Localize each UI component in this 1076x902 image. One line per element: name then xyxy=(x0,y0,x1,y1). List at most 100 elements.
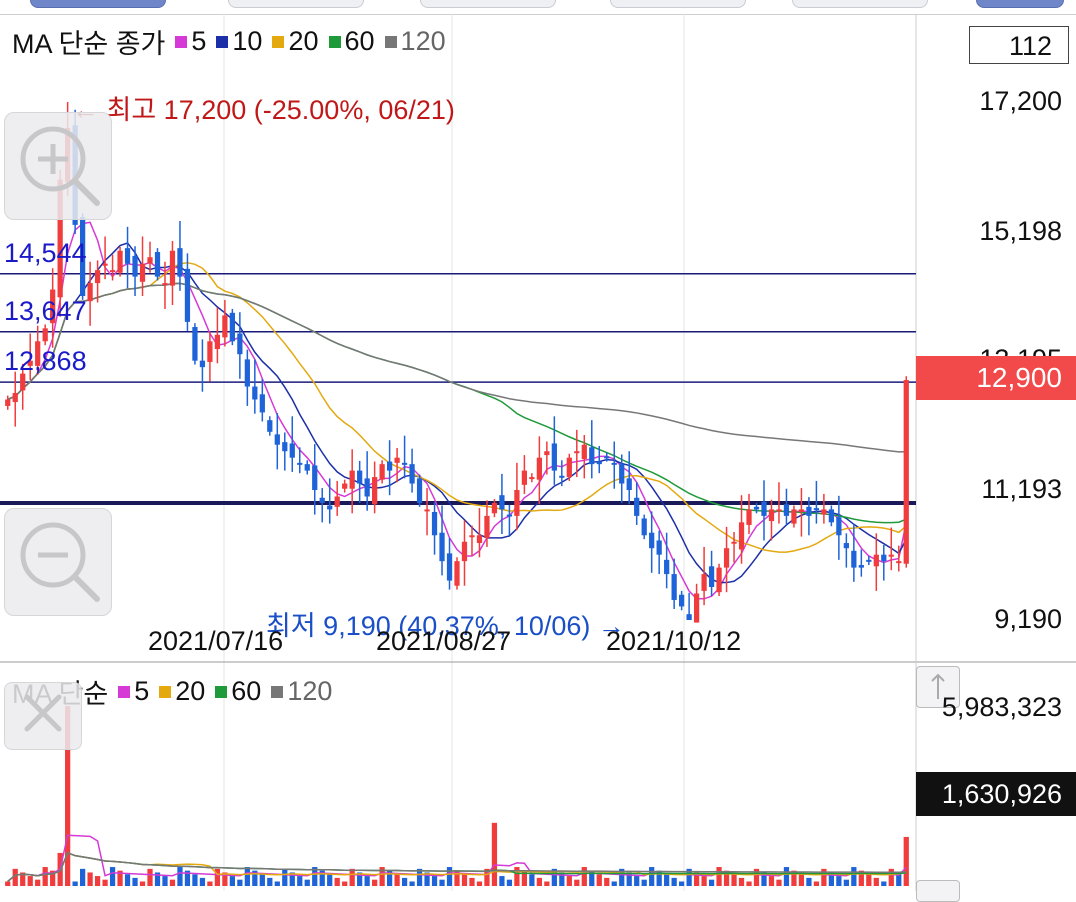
volume-bar xyxy=(214,868,221,886)
candle xyxy=(828,505,835,527)
vma20-swatch xyxy=(159,685,172,698)
volume-bar xyxy=(102,879,108,886)
panel-resize-handle-bottom[interactable] xyxy=(916,880,960,902)
hline-label-1[interactable]: 14,544 xyxy=(4,238,87,268)
candle xyxy=(12,371,18,427)
candle-body xyxy=(386,461,393,471)
candle-body xyxy=(783,504,790,516)
period-count-box[interactable]: 112 xyxy=(969,26,1069,64)
candle xyxy=(214,307,221,364)
volume-bar xyxy=(274,881,280,886)
ma120-swatch xyxy=(384,35,397,48)
candle xyxy=(379,460,385,484)
volume-bar xyxy=(783,867,790,886)
hline-label-3[interactable]: 12,868 xyxy=(4,346,87,376)
ma60-label: 60 xyxy=(344,26,375,56)
candle-body xyxy=(5,399,11,406)
candle xyxy=(401,435,408,479)
candle-body xyxy=(289,443,295,458)
volume-bar xyxy=(619,868,625,886)
candle xyxy=(896,545,902,572)
volume-bar xyxy=(461,874,468,886)
candle-body xyxy=(566,457,572,478)
candle xyxy=(484,500,490,547)
candle xyxy=(274,413,280,470)
candle-body xyxy=(229,312,235,342)
ma60-line xyxy=(7,282,907,524)
candle xyxy=(701,546,707,606)
volume-bar xyxy=(649,867,655,886)
volume-bar xyxy=(664,874,670,886)
zoom-in-button[interactable] xyxy=(4,112,112,220)
price-ma-legend: MA 단순 종가 5 10 20 60 120 xyxy=(12,22,446,61)
volume-bar xyxy=(342,881,348,886)
candle-body xyxy=(828,509,835,523)
candle xyxy=(267,416,273,436)
candle-body xyxy=(888,554,894,557)
vma120-line xyxy=(7,851,907,883)
ma20-swatch xyxy=(272,35,285,48)
volume-bar xyxy=(634,876,640,886)
volume-bar xyxy=(544,881,550,886)
volume-bar xyxy=(881,881,887,886)
close-indicator-button[interactable] xyxy=(4,682,82,750)
candle xyxy=(761,480,767,541)
candle-body xyxy=(634,497,640,516)
candle-body xyxy=(813,508,820,511)
candle-body xyxy=(738,522,745,550)
volume-bar xyxy=(514,867,520,886)
volume-bar xyxy=(693,872,700,886)
candle xyxy=(469,525,475,556)
candle-body xyxy=(574,451,580,454)
candle xyxy=(94,260,101,303)
volume-bar xyxy=(147,868,153,886)
candle xyxy=(431,502,438,555)
volume-bar xyxy=(499,876,505,886)
candle-body xyxy=(94,270,101,284)
candle-body xyxy=(476,535,483,544)
zoom-out-button[interactable] xyxy=(4,508,112,616)
volume-bar xyxy=(888,868,894,886)
x-date-2: 2021/08/27 xyxy=(376,626,512,656)
candle xyxy=(491,499,498,518)
current-volume-badge: 1,630,926 xyxy=(916,772,1076,816)
candle xyxy=(169,241,176,306)
volume-bar xyxy=(154,872,161,886)
candle xyxy=(5,395,11,410)
volume-bar xyxy=(858,870,864,886)
candle xyxy=(357,460,363,503)
panel-resize-handle[interactable] xyxy=(916,666,960,708)
candle xyxy=(147,241,153,273)
volume-bar xyxy=(589,870,595,886)
candle xyxy=(813,480,820,524)
candle xyxy=(664,532,670,589)
volume-bar xyxy=(424,872,430,886)
vertical-arrows-icon xyxy=(931,673,945,699)
candle-body xyxy=(207,341,213,362)
candle-body xyxy=(589,447,595,465)
candle-body xyxy=(679,594,685,607)
x-date-3: 2021/10/12 xyxy=(606,626,742,656)
candle xyxy=(207,331,213,382)
candle-body xyxy=(184,268,191,322)
candle-body xyxy=(192,327,198,361)
candle-body xyxy=(693,593,700,623)
candle xyxy=(87,261,93,326)
candle-body xyxy=(484,515,490,538)
hline-label-2[interactable]: 13,647 xyxy=(4,296,87,326)
candle xyxy=(866,555,872,566)
candle xyxy=(372,461,378,514)
volume-bar xyxy=(42,867,48,886)
volume-bar xyxy=(896,872,902,886)
volume-bar xyxy=(574,879,580,886)
candle-body xyxy=(27,360,33,366)
candle xyxy=(42,324,48,346)
candle xyxy=(259,378,265,422)
candle xyxy=(349,449,355,514)
candle xyxy=(604,452,610,462)
volume-bar xyxy=(686,868,692,886)
candle-body xyxy=(304,464,310,471)
volume-bar xyxy=(469,877,475,886)
candle-body xyxy=(124,248,131,264)
